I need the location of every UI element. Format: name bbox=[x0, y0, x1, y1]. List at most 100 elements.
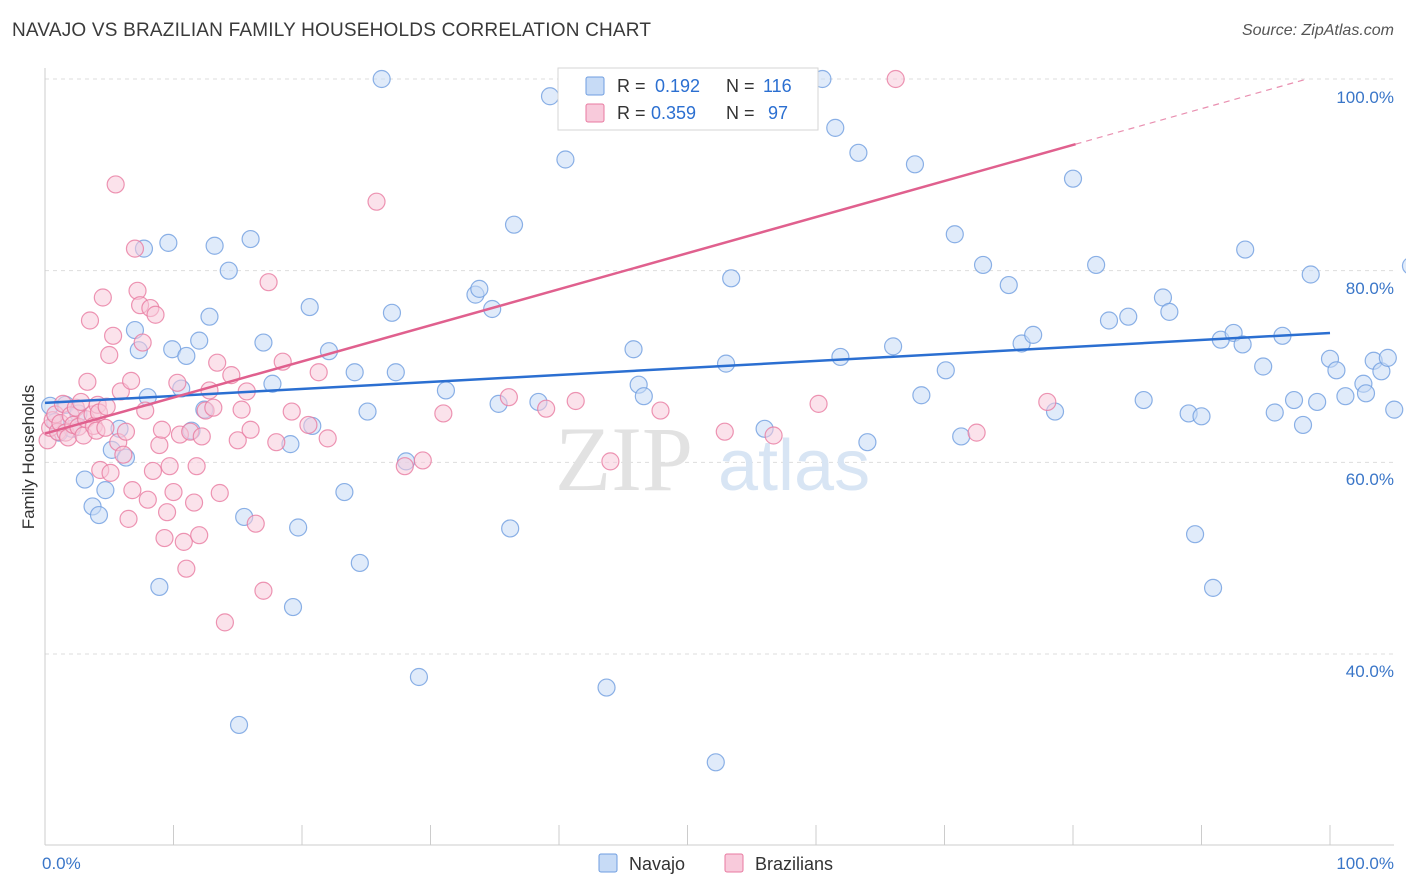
brazilians-point-80 bbox=[309, 363, 328, 382]
navajo-point-63 bbox=[706, 753, 725, 772]
navajo-point-30 bbox=[241, 229, 260, 249]
navajo-point-50 bbox=[470, 279, 489, 298]
brazilians-point-65 bbox=[208, 353, 227, 372]
navajo-point-34 bbox=[283, 597, 303, 617]
brazilians-point-17 bbox=[80, 311, 100, 330]
navajo-point-28 bbox=[229, 715, 249, 735]
brazilians-point-53 bbox=[168, 373, 187, 392]
navajo-point-23 bbox=[190, 331, 209, 350]
navajo-point-112 bbox=[1378, 348, 1397, 367]
brazilians-point-55 bbox=[174, 532, 193, 551]
navajo-point-93 bbox=[1203, 578, 1223, 597]
brazilians-point-50 bbox=[157, 503, 177, 522]
navajo-point-77 bbox=[952, 427, 971, 446]
legend-n-label-navajo: N = bbox=[726, 76, 755, 96]
navajo-point-68 bbox=[826, 118, 845, 137]
navajo-point-70 bbox=[849, 143, 868, 162]
navajo-point-76 bbox=[945, 225, 964, 244]
legend-swatch-navajo bbox=[585, 76, 605, 96]
brazilians-point-33 bbox=[114, 445, 133, 464]
navajo-point-53 bbox=[501, 519, 520, 538]
navajo-point-26 bbox=[205, 236, 224, 255]
brazilians-point-74 bbox=[254, 581, 273, 600]
navajo-point-81 bbox=[1024, 325, 1043, 344]
brazilians-point-35 bbox=[119, 509, 138, 528]
navajo-point-6 bbox=[75, 470, 94, 489]
brazilians-point-48 bbox=[152, 420, 172, 439]
y-tick-label-100: 100.0% bbox=[1336, 88, 1394, 107]
stats-legend: R = 0.192 N = 116 R = 0.359 N = 97 bbox=[557, 67, 819, 131]
legend-bottom-swatch-brazilians bbox=[724, 853, 744, 873]
navajo-point-86 bbox=[1119, 307, 1138, 326]
brazilians-point-72 bbox=[241, 420, 260, 439]
navajo-point-17 bbox=[150, 577, 169, 597]
navajo-point-36 bbox=[300, 297, 319, 317]
brazilians-point-29 bbox=[104, 326, 123, 345]
brazilians-point-88 bbox=[566, 391, 585, 411]
brazilians-point-81 bbox=[318, 429, 337, 448]
legend-r-value-brazilians: 0.359 bbox=[651, 103, 696, 123]
brazilians-point-96 bbox=[1038, 392, 1057, 412]
navajo-point-73 bbox=[905, 155, 925, 174]
navajo-point-72 bbox=[883, 337, 903, 356]
brazilians-point-43 bbox=[138, 490, 157, 509]
source-label: Source: ZipAtlas.com bbox=[1241, 22, 1394, 39]
navajo-point-104 bbox=[1308, 392, 1327, 412]
brazilians-point-87 bbox=[537, 399, 556, 418]
y-axis-label: Family Households bbox=[19, 385, 38, 530]
brazilians-point-61 bbox=[192, 427, 211, 446]
navajo-point-87 bbox=[1134, 390, 1153, 410]
navajo-point-59 bbox=[597, 678, 616, 697]
navajo-point-83 bbox=[1063, 169, 1083, 188]
brazilians-point-51 bbox=[160, 457, 179, 476]
legend-r-label-navajo: R = bbox=[617, 76, 646, 96]
brazilians-point-90 bbox=[651, 401, 670, 420]
legend-n-value-navajo: 116 bbox=[763, 76, 792, 96]
brazilians-point-34 bbox=[116, 422, 136, 441]
brazilians-point-30 bbox=[106, 175, 125, 194]
brazilians-point-69 bbox=[228, 431, 247, 450]
brazilians-point-58 bbox=[184, 493, 204, 512]
navajo-point-48 bbox=[436, 381, 456, 400]
brazilians-trend-line bbox=[44, 142, 1076, 435]
brazilians-point-85 bbox=[434, 404, 453, 423]
brazilians-point-76 bbox=[267, 433, 286, 452]
brazilians-point-56 bbox=[177, 559, 196, 578]
x-tick-label-min: 0.0% bbox=[42, 854, 81, 873]
brazilians-point-27 bbox=[100, 345, 119, 365]
brazilians-point-60 bbox=[190, 526, 209, 545]
navajo-point-74 bbox=[912, 386, 931, 405]
navajo-point-57 bbox=[556, 150, 575, 169]
brazilians-point-28 bbox=[101, 463, 120, 482]
navajo-point-96 bbox=[1233, 335, 1252, 354]
brazilians-point-84 bbox=[413, 451, 432, 470]
navajo-point-32 bbox=[263, 374, 282, 393]
x-tick-label-max: 100.0% bbox=[1336, 854, 1394, 873]
brazilians-point-49 bbox=[155, 528, 174, 548]
navajo-point-27 bbox=[219, 261, 238, 280]
brazilians-point-64 bbox=[204, 398, 223, 417]
navajo-trend-line bbox=[44, 331, 1331, 405]
brazilians-point-92 bbox=[764, 426, 783, 445]
navajo-point-107 bbox=[1336, 387, 1355, 406]
navajo-point-31 bbox=[254, 333, 273, 352]
navajo-point-41 bbox=[350, 553, 369, 573]
brazilians-point-47 bbox=[150, 435, 169, 455]
watermark: ZIP atlas bbox=[555, 408, 870, 510]
navajo-point-25 bbox=[200, 307, 219, 326]
trend-lines bbox=[44, 78, 1331, 435]
brazilians-point-25 bbox=[96, 418, 115, 437]
brazilians-point-38 bbox=[125, 239, 145, 258]
brazilians-point-83 bbox=[395, 457, 414, 476]
brazilians-point-36 bbox=[121, 371, 141, 390]
brazilians-point-37 bbox=[123, 481, 142, 500]
brazilians-point-94 bbox=[886, 69, 905, 89]
navajo-point-84 bbox=[1087, 255, 1106, 275]
navajo-point-42 bbox=[358, 402, 377, 421]
y-tick-label-40: 40.0% bbox=[1346, 662, 1394, 681]
brazilians-point-59 bbox=[187, 457, 206, 476]
navajo-point-60 bbox=[624, 340, 643, 359]
brazilians-point-86 bbox=[499, 388, 518, 407]
y-tick-label-80: 80.0% bbox=[1346, 279, 1394, 298]
legend-bottom-label-brazilians: Brazilians bbox=[755, 854, 833, 874]
